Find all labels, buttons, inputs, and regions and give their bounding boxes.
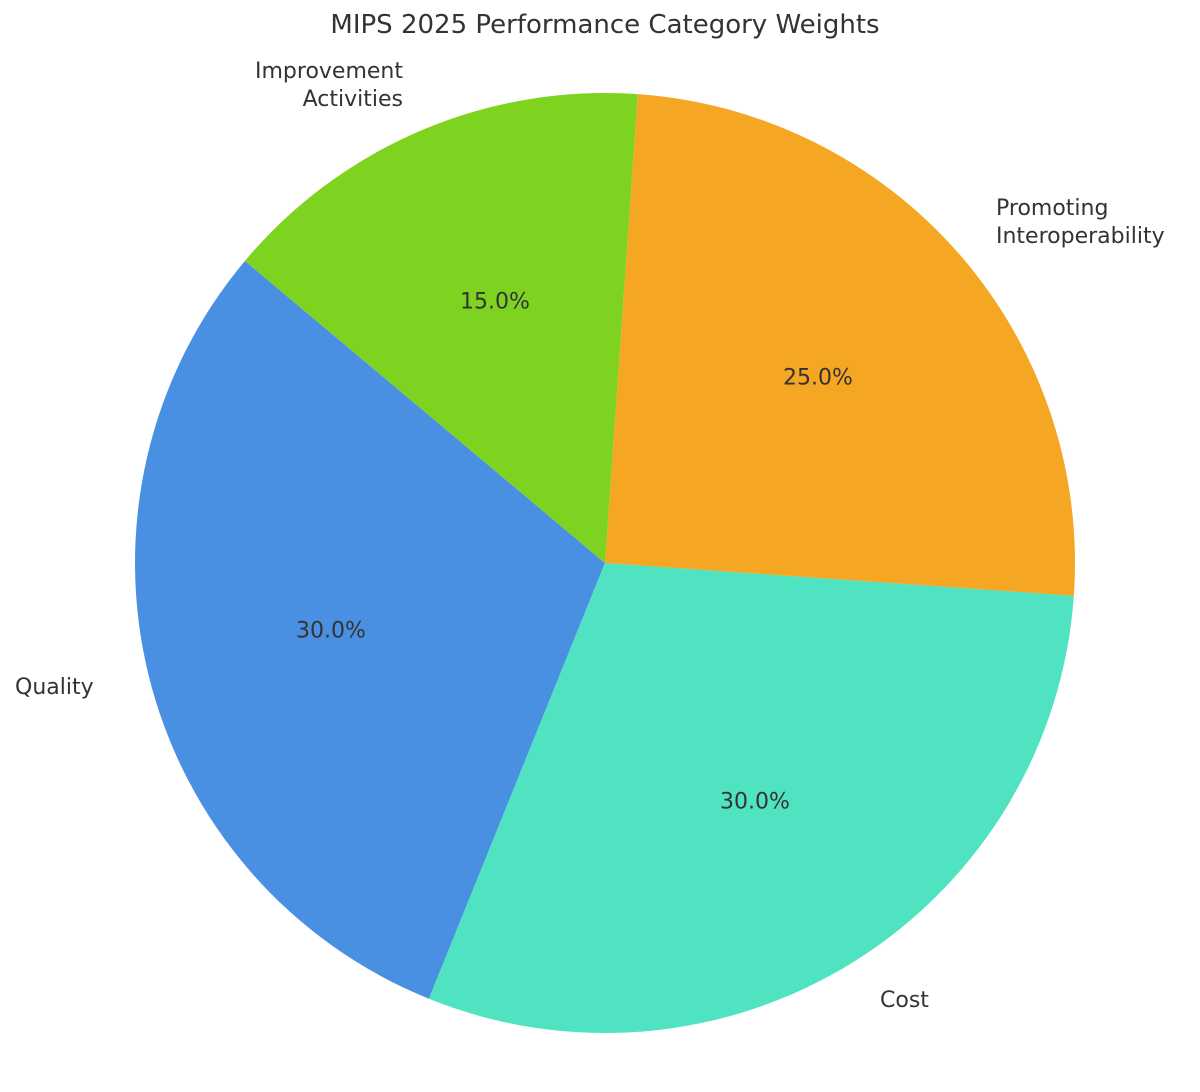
label-line: Promoting	[996, 196, 1109, 221]
pct-cost: 30.0%	[720, 789, 790, 815]
pct-quality: 30.0%	[296, 618, 366, 644]
chart-title: MIPS 2025 Performance Category Weights	[330, 10, 880, 40]
label-line: Activities	[302, 87, 403, 112]
slice-quality	[134, 260, 606, 999]
label-promoting-interoperability: Promoting Interoperability	[996, 195, 1165, 251]
pct-improvement-activities: 15.0%	[460, 289, 530, 315]
label-quality: Quality	[15, 675, 94, 700]
label-line: Interoperability	[996, 224, 1165, 249]
label-cost: Cost	[880, 988, 929, 1013]
slice-improvement-activities	[244, 93, 638, 563]
slice-cost	[428, 563, 1074, 1033]
label-line: Improvement	[255, 59, 403, 84]
slice-promoting-interoperability	[605, 94, 1075, 596]
label-improvement-activities: Improvement Activities	[236, 58, 403, 114]
pct-promoting-interoperability: 25.0%	[783, 365, 853, 391]
